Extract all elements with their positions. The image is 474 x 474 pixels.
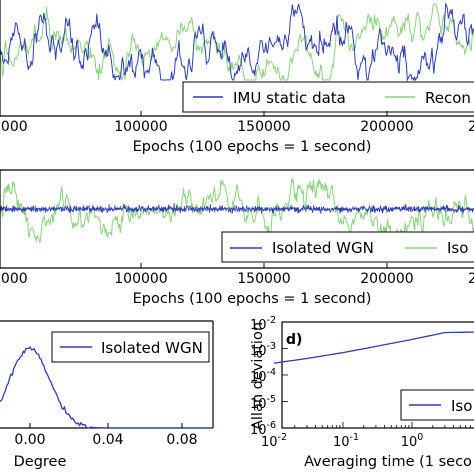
hist-tick-label: 0.00 [14, 432, 45, 448]
panel-top: IMU static data Recon 0000 100000 150000… [0, 0, 474, 155]
allan-y-ticks: 10-2 10-3 10-4 10-5 10-6 [250, 315, 276, 438]
allan-y-tick-label: 10-6 [250, 420, 276, 438]
allan-y-tick-label: 10-4 [250, 367, 276, 385]
top-tick-label: 200000 [360, 119, 413, 135]
allan-x-tick-label: 100 [401, 432, 424, 450]
allan-y-tick-label: 10-3 [250, 341, 276, 359]
panel-hist: Isolated WGN 0.00 0.04 0.08 Degree [0, 320, 214, 470]
allan-deviation-line [273, 331, 474, 364]
allan-x-tick-label: 10-1 [333, 432, 359, 450]
panel-allan: d) Iso 10-2 10-3 10-4 10-5 10-6 10-2 10-… [250, 315, 474, 470]
hist-tick-label: 0.08 [166, 432, 197, 448]
mid-legend-label-2: Iso [447, 239, 468, 257]
allan-x-tick-label: 10-2 [261, 432, 287, 450]
mid-x-axis-label: Epochs (100 epochs = 1 second) [133, 291, 372, 307]
top-series-imu-line [0, 2, 474, 82]
mid-x-ticks: 0000 100000 150000 200000 2 [0, 263, 474, 287]
top-tick-label: 100000 [114, 119, 167, 135]
top-legend-label-2: Recon [425, 89, 471, 107]
hist-legend: Isolated WGN [51, 331, 210, 363]
top-series-recon-line [0, 3, 474, 82]
hist-distribution-line [0, 345, 213, 429]
hist-legend-label: Isolated WGN [101, 339, 203, 357]
top-x-ticks: 0000 100000 150000 200000 2 [0, 111, 474, 135]
mid-tick-label: 0000 [0, 271, 28, 287]
panel-mid: Isolated WGN Iso 0000 100000 150000 2000… [0, 169, 474, 307]
mid-legend-label-1: Isolated WGN [272, 239, 374, 257]
allan-legend-label: Iso [451, 397, 472, 415]
hist-x-ticks: 0.00 0.04 0.08 [14, 423, 198, 448]
mid-tick-label: 2 [468, 271, 474, 287]
mid-legend: Isolated WGN Iso [221, 231, 474, 263]
top-legend-label-1: IMU static data [233, 89, 346, 107]
top-tick-label: 2 [468, 119, 474, 135]
allan-y-tick-label: 10-2 [250, 315, 276, 333]
allan-y-tick-label: 10-5 [250, 394, 276, 412]
mid-tick-label: 100000 [114, 271, 167, 287]
allan-panel-label: d) [286, 332, 302, 348]
mid-tick-label: 200000 [360, 271, 413, 287]
allan-y-axis-label: Allan deviation [250, 322, 266, 430]
top-x-axis-label: Epochs (100 epochs = 1 second) [133, 139, 372, 155]
allan-x-axis-label: Averaging time (1 seco [304, 454, 472, 470]
top-legend-box [182, 81, 474, 113]
hist-x-axis-label: Degree [14, 454, 67, 470]
allan-x-ticks: 10-2 10-1 100 [261, 432, 423, 450]
hist-tick-label: 0.04 [92, 432, 123, 448]
allan-minor-ticks [282, 321, 471, 429]
mid-series-wgn-line [0, 202, 474, 214]
mid-tick-label: 150000 [237, 271, 290, 287]
allan-legend: Iso [400, 389, 474, 421]
top-legend: IMU static data Recon [182, 81, 474, 113]
mid-legend-box [221, 231, 474, 263]
top-tick-label: 150000 [237, 119, 290, 135]
top-tick-label: 0000 [0, 119, 28, 135]
